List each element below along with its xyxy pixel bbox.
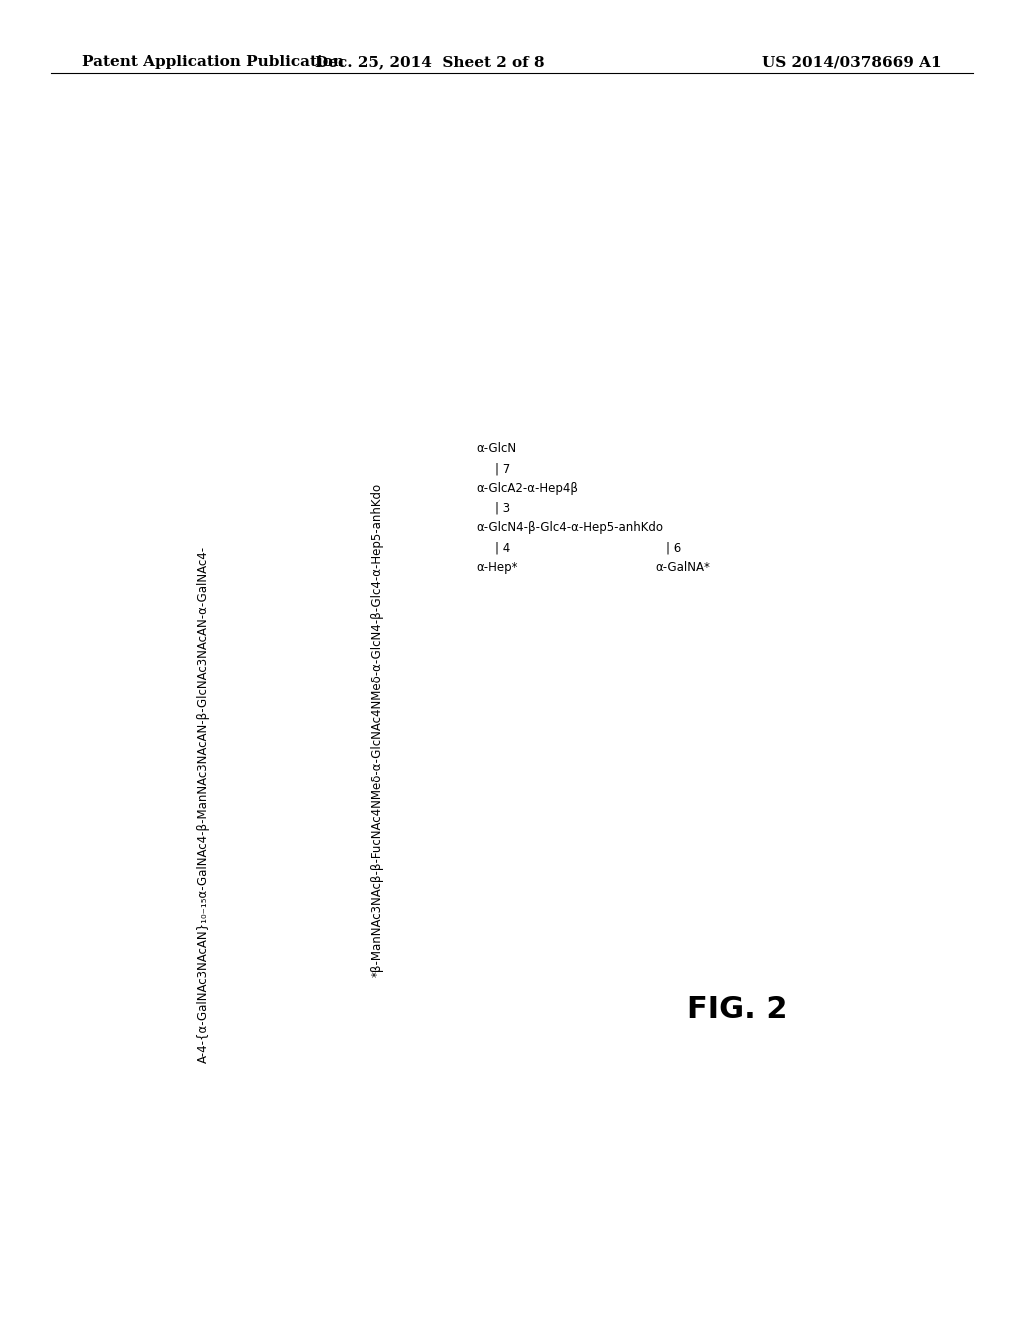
Text: | 4: | 4 xyxy=(495,541,510,554)
Text: | 3: | 3 xyxy=(495,502,510,515)
Text: | 7: | 7 xyxy=(495,462,510,475)
Text: | 6: | 6 xyxy=(666,541,681,554)
Text: Patent Application Publication: Patent Application Publication xyxy=(82,55,344,70)
Text: α-GalNA*: α-GalNA* xyxy=(655,561,711,574)
Text: US 2014/0378669 A1: US 2014/0378669 A1 xyxy=(763,55,942,70)
Text: α-GlcN4-β-Glc4-α-Hep5-anhKdo: α-GlcN4-β-Glc4-α-Hep5-anhKdo xyxy=(476,521,664,535)
Text: α-GlcN: α-GlcN xyxy=(476,442,516,455)
Text: *β-ManNAc3NAcβ-β-FucNAc4NMeδ-α-GlcNAc4NMeδ-α-GlcN4-β-Glc4-α-Hep5-anhKdo: *β-ManNAc3NAcβ-β-FucNAc4NMeδ-α-GlcNAc4NM… xyxy=(371,483,384,977)
Text: A-4-{α-GalNAc3NAcAN}₁₀₋₁₅α-GalNAc4-β-ManNAc3NAcAN-β-GlcNAc3NAcAN-α-GalNAc4-: A-4-{α-GalNAc3NAcAN}₁₀₋₁₅α-GalNAc4-β-Man… xyxy=(197,545,210,1063)
Text: FIG. 2: FIG. 2 xyxy=(687,995,787,1024)
Text: α-Hep*: α-Hep* xyxy=(476,561,518,574)
Text: α-GlcA2-α-Hep4β: α-GlcA2-α-Hep4β xyxy=(476,482,579,495)
Text: Dec. 25, 2014  Sheet 2 of 8: Dec. 25, 2014 Sheet 2 of 8 xyxy=(315,55,545,70)
